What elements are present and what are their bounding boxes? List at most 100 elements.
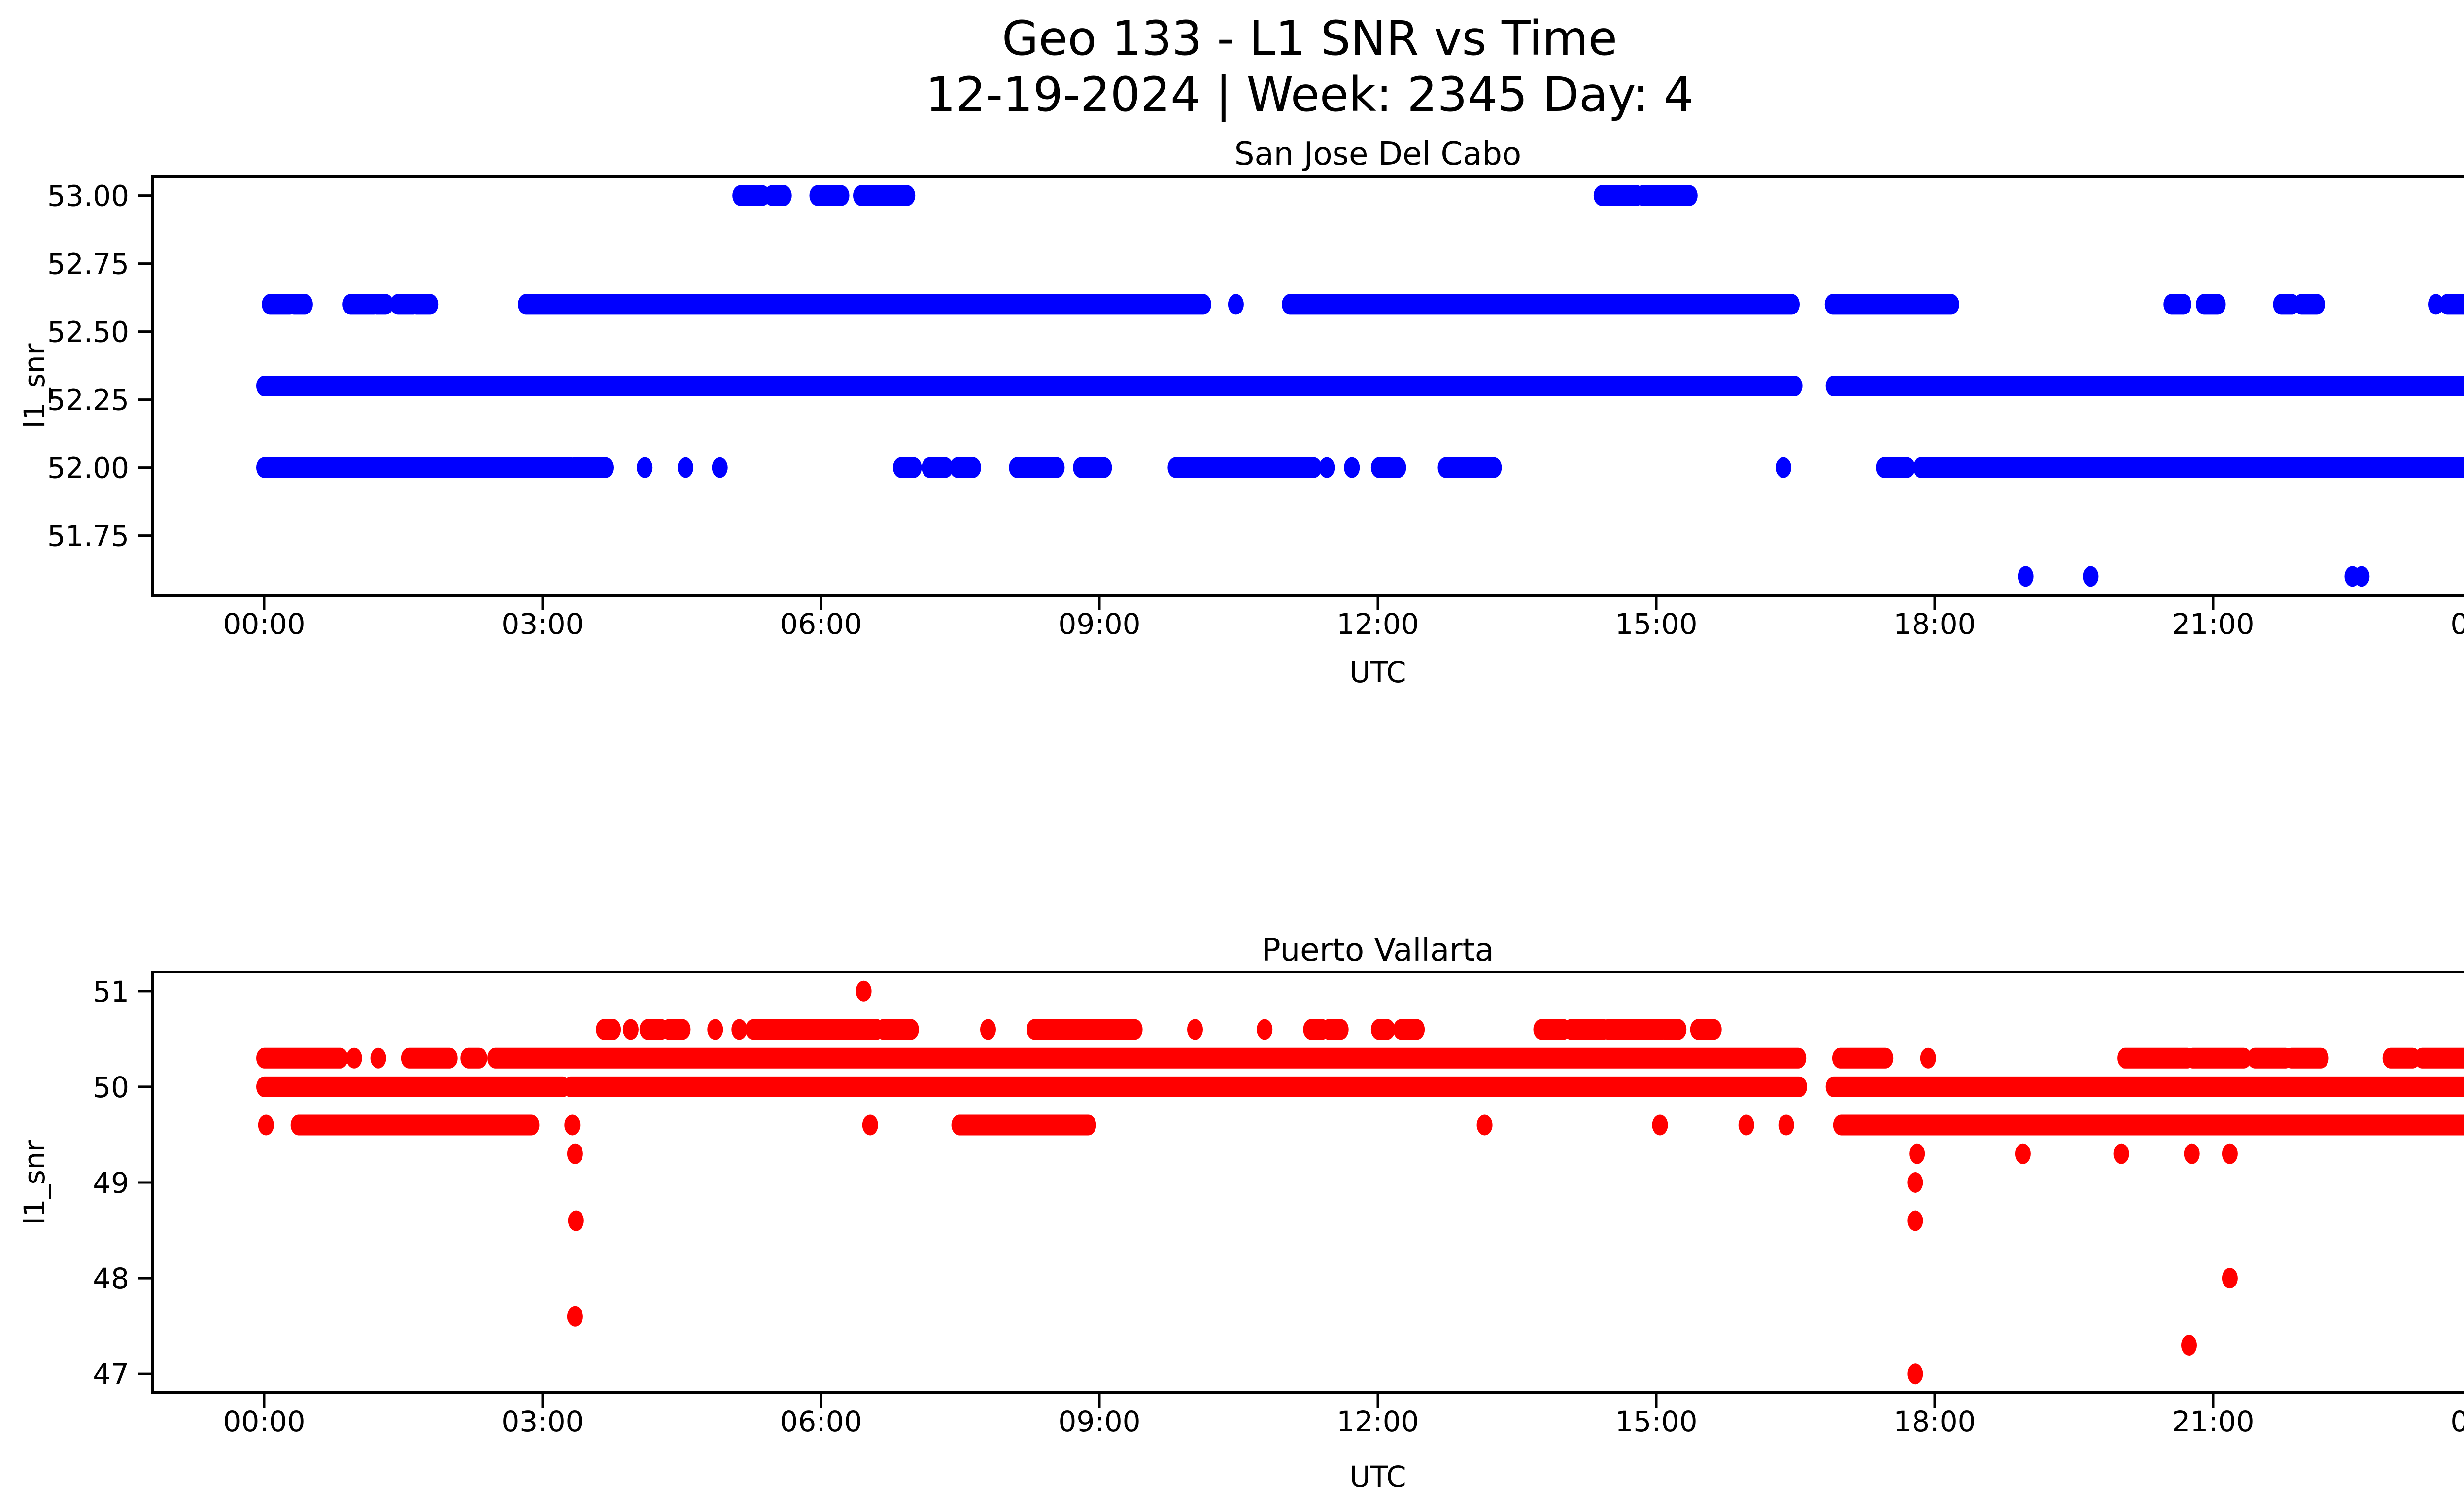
y-tick-label: 52.50	[47, 315, 129, 349]
subplot0-axes: 53.00 52.75 52.50 52.25 52.00 51.75 00:00 03:00…	[47, 175, 2464, 641]
x-tick-label: 00:00	[223, 607, 305, 641]
scatter-run	[256, 457, 579, 478]
scatter-run	[1833, 1114, 2464, 1136]
scatter-run	[1027, 1019, 1143, 1040]
scatter-run	[1009, 457, 1065, 478]
scatter-run	[1370, 1019, 1395, 1040]
scatter-point	[707, 1019, 723, 1040]
y-tick-label: 51	[93, 975, 129, 1008]
scatter-run	[1321, 1019, 1349, 1040]
scatter-series	[256, 980, 2464, 1385]
scatter-run	[2283, 1047, 2329, 1069]
scatter-run	[745, 1019, 885, 1040]
scatter-point	[2222, 1143, 2238, 1164]
x-tick-label: 03:00	[501, 607, 583, 641]
y-tick-label: 49	[93, 1166, 129, 1200]
scatter-run	[368, 294, 394, 315]
scatter-run	[949, 457, 981, 478]
x-tick-label: 03:00	[501, 1405, 583, 1438]
scatter-run	[853, 185, 916, 206]
y-tick-label: 52.00	[47, 452, 129, 485]
scatter-point	[2181, 1335, 2197, 1356]
scatter-point	[2018, 566, 2034, 587]
figure-title-line2: 12-19-2024 | Week: 2345 Day: 4	[925, 67, 1694, 122]
x-tick-label: 21:00	[2172, 1405, 2254, 1438]
scatter-run	[2163, 294, 2191, 315]
y-tick-label: 48	[93, 1262, 129, 1295]
scatter-run	[1913, 457, 2464, 478]
scatter-point	[712, 457, 728, 478]
scatter-run	[408, 294, 439, 315]
scatter-series	[256, 185, 2464, 587]
scatter-point	[980, 1019, 996, 1040]
scatter-run	[732, 185, 771, 206]
scatter-point	[622, 1019, 639, 1040]
scatter-point	[1319, 457, 1335, 478]
scatter-point	[346, 1047, 362, 1069]
scatter-run	[487, 1047, 1807, 1069]
scatter-point	[2222, 1268, 2238, 1289]
scatter-point	[1476, 1114, 1493, 1136]
x-tick-label: 09:00	[1058, 1405, 1140, 1438]
scatter-run	[562, 1076, 1807, 1097]
scatter-run	[1600, 1019, 1670, 1040]
scatter-run	[1073, 457, 1112, 478]
scatter-run	[893, 457, 922, 478]
scatter-run	[639, 1019, 670, 1040]
scatter-point	[1228, 294, 1244, 315]
scatter-run	[1657, 1019, 1687, 1040]
scatter-point	[564, 1114, 581, 1136]
subplot-title-san-jose-del-cabo: San Jose Del Cabo	[1234, 136, 1522, 173]
scatter-run	[1167, 457, 1322, 478]
scatter-point	[862, 1114, 878, 1136]
scatter-run	[1690, 1019, 1722, 1040]
x-tick-label: 21:00	[2172, 607, 2254, 641]
x-tick-label: 00:00	[2450, 607, 2464, 641]
scatter-point	[1776, 457, 1791, 478]
scatter-run	[2414, 1047, 2464, 1069]
scatter-run	[596, 1019, 621, 1040]
scatter-point	[1907, 1363, 1923, 1385]
scatter-point	[1909, 1143, 1925, 1164]
scatter-point	[1344, 457, 1360, 478]
scatter-run	[401, 1047, 458, 1069]
scatter-point	[2015, 1143, 2031, 1164]
scatter-run	[1593, 185, 1645, 206]
x-tick-label: 06:00	[780, 1405, 862, 1438]
scatter-run	[256, 1076, 571, 1097]
x-tick-label: 12:00	[1336, 1405, 1419, 1438]
scatter-run	[1533, 1019, 1572, 1040]
scatter-run	[875, 1019, 919, 1040]
figure-title-line1: Geo 133 - L1 SNR vs Time	[1002, 11, 1617, 66]
scatter-run	[2247, 1047, 2293, 1069]
scatter-point	[731, 1019, 748, 1040]
scatter-point	[1907, 1172, 1923, 1193]
y-tick-label: 47	[93, 1357, 129, 1391]
scatter-run	[1282, 294, 1800, 315]
scatter-point	[567, 1143, 583, 1164]
scatter-point	[1738, 1114, 1754, 1136]
subplot1-axes: 51 50 49 48 47 00:00 03:00 06:00 09:00 12:00 15:00…	[93, 971, 2464, 1438]
x-tick-label: 15:00	[1615, 1405, 1697, 1438]
scatter-run	[1437, 457, 1502, 478]
scatter-point	[2184, 1143, 2200, 1164]
scatter-run	[256, 376, 1803, 396]
x-tick-label: 00:00	[2450, 1405, 2464, 1438]
scatter-run	[1832, 1047, 1894, 1069]
scatter-point	[1778, 1114, 1794, 1136]
scatter-point	[2428, 294, 2444, 315]
subplot0-x-axis-label: UTC	[1349, 656, 1406, 689]
scatter-run	[1563, 1019, 1611, 1040]
scatter-run	[2273, 294, 2300, 315]
scatter-run	[1393, 1019, 1425, 1040]
scatter-point	[1257, 1019, 1273, 1040]
scatter-point	[1187, 1019, 1203, 1040]
scatter-run	[661, 1019, 691, 1040]
subplot1-x-axis-label: UTC	[1349, 1460, 1406, 1494]
scatter-run	[951, 1114, 1096, 1136]
scatter-point	[568, 1210, 584, 1231]
scatter-point	[678, 457, 693, 478]
scatter-run	[290, 1114, 540, 1136]
x-tick-label: 18:00	[1893, 1405, 1976, 1438]
